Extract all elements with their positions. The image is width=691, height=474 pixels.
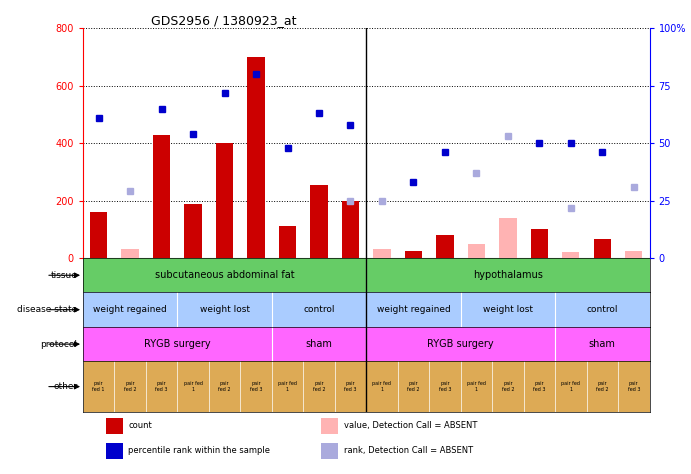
Bar [247, 57, 265, 258]
Text: pair
fed 2: pair fed 2 [218, 381, 231, 392]
Text: control: control [587, 305, 618, 314]
Text: pair fed
1: pair fed 1 [372, 381, 392, 392]
Bar [310, 185, 328, 258]
Bar [531, 229, 548, 258]
Bar [499, 221, 517, 258]
Text: GDS2956 / 1380923_at: GDS2956 / 1380923_at [151, 14, 296, 27]
Text: weight lost: weight lost [200, 305, 249, 314]
Bar [153, 135, 170, 258]
Text: sham: sham [305, 339, 332, 349]
Bar [106, 443, 122, 459]
Y-axis label: other: other [53, 382, 77, 391]
Text: pair fed
1: pair fed 1 [561, 381, 580, 392]
Text: pair
fed 3: pair fed 3 [250, 381, 263, 392]
Bar [373, 249, 390, 258]
Bar [342, 201, 359, 258]
Bar [321, 443, 338, 459]
Bar [279, 227, 296, 258]
Text: pair
fed 2: pair fed 2 [502, 381, 514, 392]
Text: pair
fed 2: pair fed 2 [407, 381, 419, 392]
Bar [405, 251, 422, 258]
Bar [499, 218, 517, 258]
Text: weight regained: weight regained [93, 305, 167, 314]
Text: hypothalamus: hypothalamus [473, 270, 543, 280]
Bar [122, 249, 139, 258]
Text: pair
fed 3: pair fed 3 [627, 381, 640, 392]
Text: pair
fed 1: pair fed 1 [93, 381, 105, 392]
Text: weight lost: weight lost [483, 305, 533, 314]
Bar [625, 251, 643, 258]
Text: RYGB surgery: RYGB surgery [427, 339, 494, 349]
Text: count: count [129, 421, 152, 430]
Text: pair
fed 3: pair fed 3 [439, 381, 451, 392]
Y-axis label: protocol: protocol [40, 340, 77, 349]
Text: percentile rank within the sample: percentile rank within the sample [129, 447, 270, 456]
Text: sham: sham [589, 339, 616, 349]
Text: pair fed
1: pair fed 1 [184, 381, 202, 392]
Bar [216, 143, 234, 258]
Bar [468, 244, 485, 258]
Y-axis label: tissue: tissue [50, 271, 77, 280]
Text: pair
fed 3: pair fed 3 [155, 381, 168, 392]
Bar [436, 235, 453, 258]
Bar [90, 212, 107, 258]
Bar [106, 418, 122, 434]
Text: pair
fed 2: pair fed 2 [313, 381, 325, 392]
Bar [594, 239, 611, 258]
Text: rank, Detection Call = ABSENT: rank, Detection Call = ABSENT [343, 447, 473, 456]
Text: pair
fed 3: pair fed 3 [533, 381, 546, 392]
Text: pair fed
1: pair fed 1 [278, 381, 297, 392]
Text: control: control [303, 305, 334, 314]
Text: pair
fed 2: pair fed 2 [596, 381, 609, 392]
Text: pair
fed 3: pair fed 3 [344, 381, 357, 392]
Y-axis label: disease state: disease state [17, 305, 77, 314]
Text: value, Detection Call = ABSENT: value, Detection Call = ABSENT [343, 421, 477, 430]
Text: pair fed
1: pair fed 1 [467, 381, 486, 392]
Text: pair
fed 2: pair fed 2 [124, 381, 136, 392]
Text: subcutaneous abdominal fat: subcutaneous abdominal fat [155, 270, 294, 280]
Bar [562, 252, 580, 258]
Bar [321, 418, 338, 434]
Text: RYGB surgery: RYGB surgery [144, 339, 211, 349]
Bar [184, 203, 202, 258]
Text: weight regained: weight regained [377, 305, 451, 314]
